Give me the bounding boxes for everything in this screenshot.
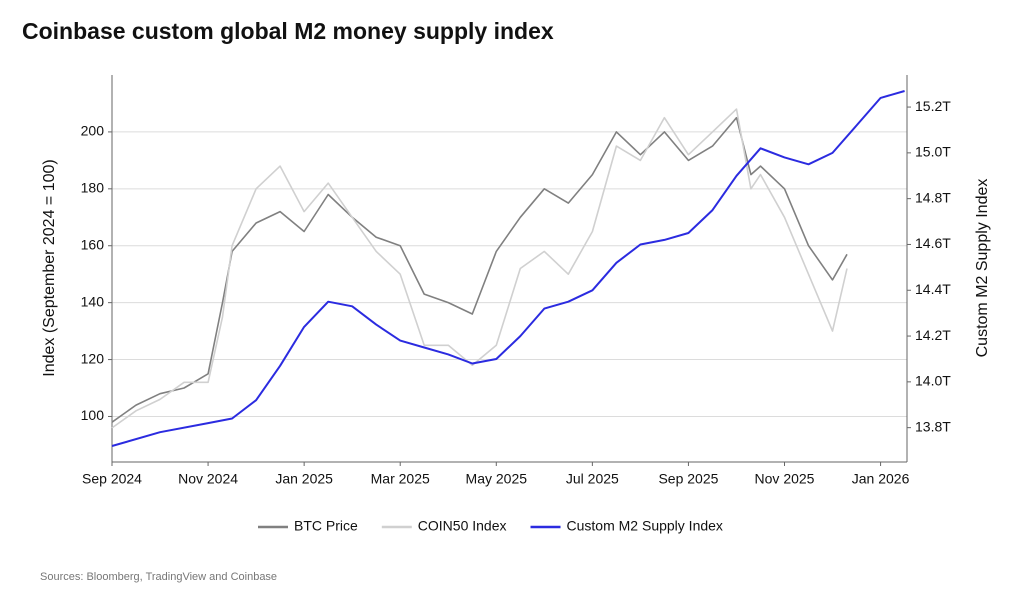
y-axis-label: Index (September 2024 = 100) [41, 159, 58, 376]
source-note: Sources: Bloomberg, TradingView and Coin… [40, 571, 277, 583]
y-tick-label: 100 [81, 407, 105, 423]
x-tick-label: Jul 2025 [566, 471, 619, 487]
x-tick-label: May 2025 [466, 471, 528, 487]
legend-label: COIN50 Index [418, 518, 507, 534]
x-tick-label: Jan 2025 [275, 471, 333, 487]
series-line [111, 108, 848, 429]
y2-tick-label: 14.6T [915, 235, 951, 251]
x-tick-label: Nov 2025 [755, 471, 815, 487]
y2-tick-label: 14.8T [915, 189, 951, 205]
x-tick-label: Jan 2026 [852, 471, 910, 487]
series-line [111, 116, 848, 423]
y2-tick-label: 13.8T [915, 418, 951, 434]
legend-label: Custom M2 Supply Index [567, 518, 723, 534]
y2-axis-label: Custom M2 Supply Index [974, 179, 991, 358]
y-tick-label: 200 [81, 123, 105, 139]
series-line [111, 90, 905, 447]
x-tick-label: Mar 2025 [371, 471, 430, 487]
y2-tick-label: 14.4T [915, 281, 951, 297]
x-tick-label: Sep 2025 [658, 471, 718, 487]
x-tick-label: Nov 2024 [178, 471, 238, 487]
y2-tick-label: 15.0T [915, 144, 951, 160]
y-tick-label: 180 [81, 180, 105, 196]
legend-label: BTC Price [294, 518, 358, 534]
chart-title: Coinbase custom global M2 money supply i… [22, 18, 554, 44]
y-tick-label: 120 [81, 350, 105, 366]
y2-tick-label: 14.2T [915, 327, 951, 343]
y2-tick-label: 15.2T [915, 98, 951, 114]
x-tick-label: Sep 2024 [82, 471, 142, 487]
y-tick-label: 140 [81, 293, 105, 309]
y-tick-label: 160 [81, 236, 105, 252]
y2-tick-label: 14.0T [915, 373, 951, 389]
